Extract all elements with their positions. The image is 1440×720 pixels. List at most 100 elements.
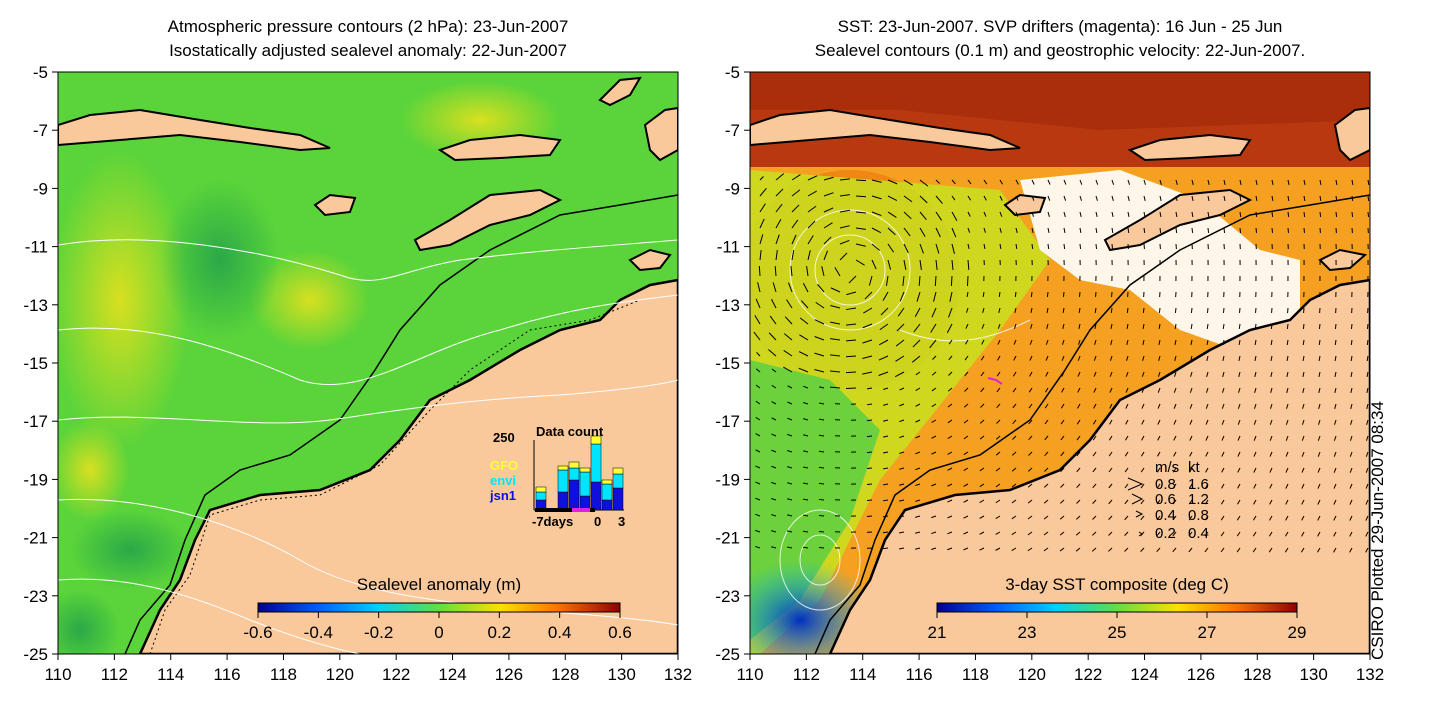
velocity-arrow [997, 355, 1001, 361]
velocity-arrow [1094, 307, 1097, 314]
colorbar-tick-label: 29 [1288, 623, 1307, 642]
velocity-arrow [1335, 195, 1338, 202]
y-tick-label: -23 [23, 587, 48, 606]
inset-bar [557, 491, 569, 511]
velocity-arrow [1350, 387, 1353, 393]
velocity-arrow [1028, 403, 1033, 409]
velocity-arrow [1141, 387, 1145, 393]
legend-gfo: GFO [490, 458, 518, 473]
inset-bar [557, 465, 569, 471]
velocity-arrow [759, 218, 765, 229]
velocity-arrow [1111, 211, 1114, 217]
velocity-arrow [1286, 403, 1289, 409]
velocity-arrow [915, 371, 921, 376]
velocity-arrow [1205, 403, 1209, 409]
x-tick-label: 132 [664, 665, 692, 684]
velocity-arrow [830, 304, 841, 309]
velocity-arrow [855, 195, 867, 198]
velocity-arrow [855, 179, 867, 182]
velocity-arrow [756, 352, 761, 357]
velocity-arrow [1365, 483, 1369, 489]
velocity-arrow [855, 259, 865, 266]
velocity-arrow [1318, 339, 1321, 346]
velocity-arrow [995, 531, 1001, 535]
velocity-arrow [903, 259, 907, 270]
velocity-arrow [1223, 211, 1226, 218]
velocity-arrow [787, 385, 793, 389]
velocity-arrow [755, 368, 761, 373]
inset-bar [590, 435, 602, 445]
velocity-arrow [787, 417, 793, 421]
velocity-arrow [980, 387, 985, 393]
velocity-arrow [775, 173, 785, 181]
velocity-arrow [1092, 419, 1097, 425]
velocity-arrow [790, 266, 793, 277]
x-tick-label: 128 [551, 665, 579, 684]
velocity-arrow [1239, 211, 1242, 218]
velocity-arrow [931, 435, 937, 439]
velocity-arrow [1207, 179, 1210, 185]
velocity-arrow [1286, 355, 1289, 362]
velocity-arrow [883, 387, 889, 391]
velocity-arrow [1205, 451, 1209, 457]
velocity-arrow [964, 355, 969, 361]
velocity-arrow [1222, 307, 1225, 314]
velocity-arrow [775, 250, 778, 261]
velocity-arrow [999, 243, 1002, 250]
velocity-arrow [947, 435, 953, 440]
right-title-line2: Sealevel contours (0.1 m) and geostrophi… [814, 41, 1306, 60]
velocity-arrow [1012, 403, 1017, 409]
velocity-arrow [919, 211, 927, 221]
velocity-arrow [1255, 179, 1258, 185]
velocity-arrow [1063, 211, 1066, 217]
velocity-arrow [803, 385, 809, 389]
velocity-arrow [1126, 323, 1129, 330]
velocity-arrow [903, 211, 912, 220]
x-tick-label: 122 [382, 665, 410, 684]
velocity-arrow [1252, 547, 1257, 553]
velocity-arrow [1236, 515, 1241, 521]
velocity-arrow [898, 547, 905, 550]
velocity-arrow [887, 243, 895, 253]
velocity-arrow [1317, 515, 1321, 521]
velocity-arrow [855, 243, 866, 247]
velocity-arrow [963, 499, 969, 503]
velocity-arrow [1079, 227, 1082, 234]
velocity-arrow [818, 482, 825, 485]
velocity-arrow [919, 259, 922, 270]
y-tick-label: -11 [717, 238, 740, 257]
velocity-arrow [1350, 323, 1353, 330]
velocity-arrow [1063, 195, 1067, 201]
velocity-arrow [1013, 355, 1017, 361]
velocity-arrow [755, 400, 761, 405]
velocity-arrow [1318, 387, 1321, 393]
sla-low-anomaly [58, 590, 120, 654]
velocity-arrow [1172, 515, 1177, 521]
velocity-arrow [979, 547, 985, 551]
velocity-arrow [915, 451, 921, 455]
velocity-arrow [818, 402, 825, 405]
velocity-arrow [787, 282, 793, 293]
velocity-legend-ms: 0.8 [1155, 476, 1176, 493]
velocity-arrow [839, 239, 850, 245]
inset-bar [601, 479, 613, 485]
velocity-arrow [1156, 515, 1161, 521]
velocity-arrow [899, 515, 905, 518]
inset-bar [535, 486, 547, 493]
island [1127, 133, 1252, 162]
velocity-arrow [1015, 227, 1018, 233]
velocity-arrow [830, 321, 841, 325]
velocity-arrow [1046, 323, 1049, 329]
x-tick-label: 120 [1018, 665, 1046, 684]
velocity-arrow [996, 403, 1001, 409]
velocity-arrow [982, 307, 985, 313]
sealevel-contours [779, 209, 1031, 611]
velocity-arrow [1110, 339, 1113, 345]
island [1103, 188, 1253, 252]
velocity-arrow [755, 545, 761, 549]
velocity-arrow [1174, 339, 1177, 345]
velocity-arrow [807, 220, 816, 229]
island [313, 193, 357, 217]
velocity-arrow [887, 211, 897, 218]
velocity-arrow [983, 195, 987, 201]
